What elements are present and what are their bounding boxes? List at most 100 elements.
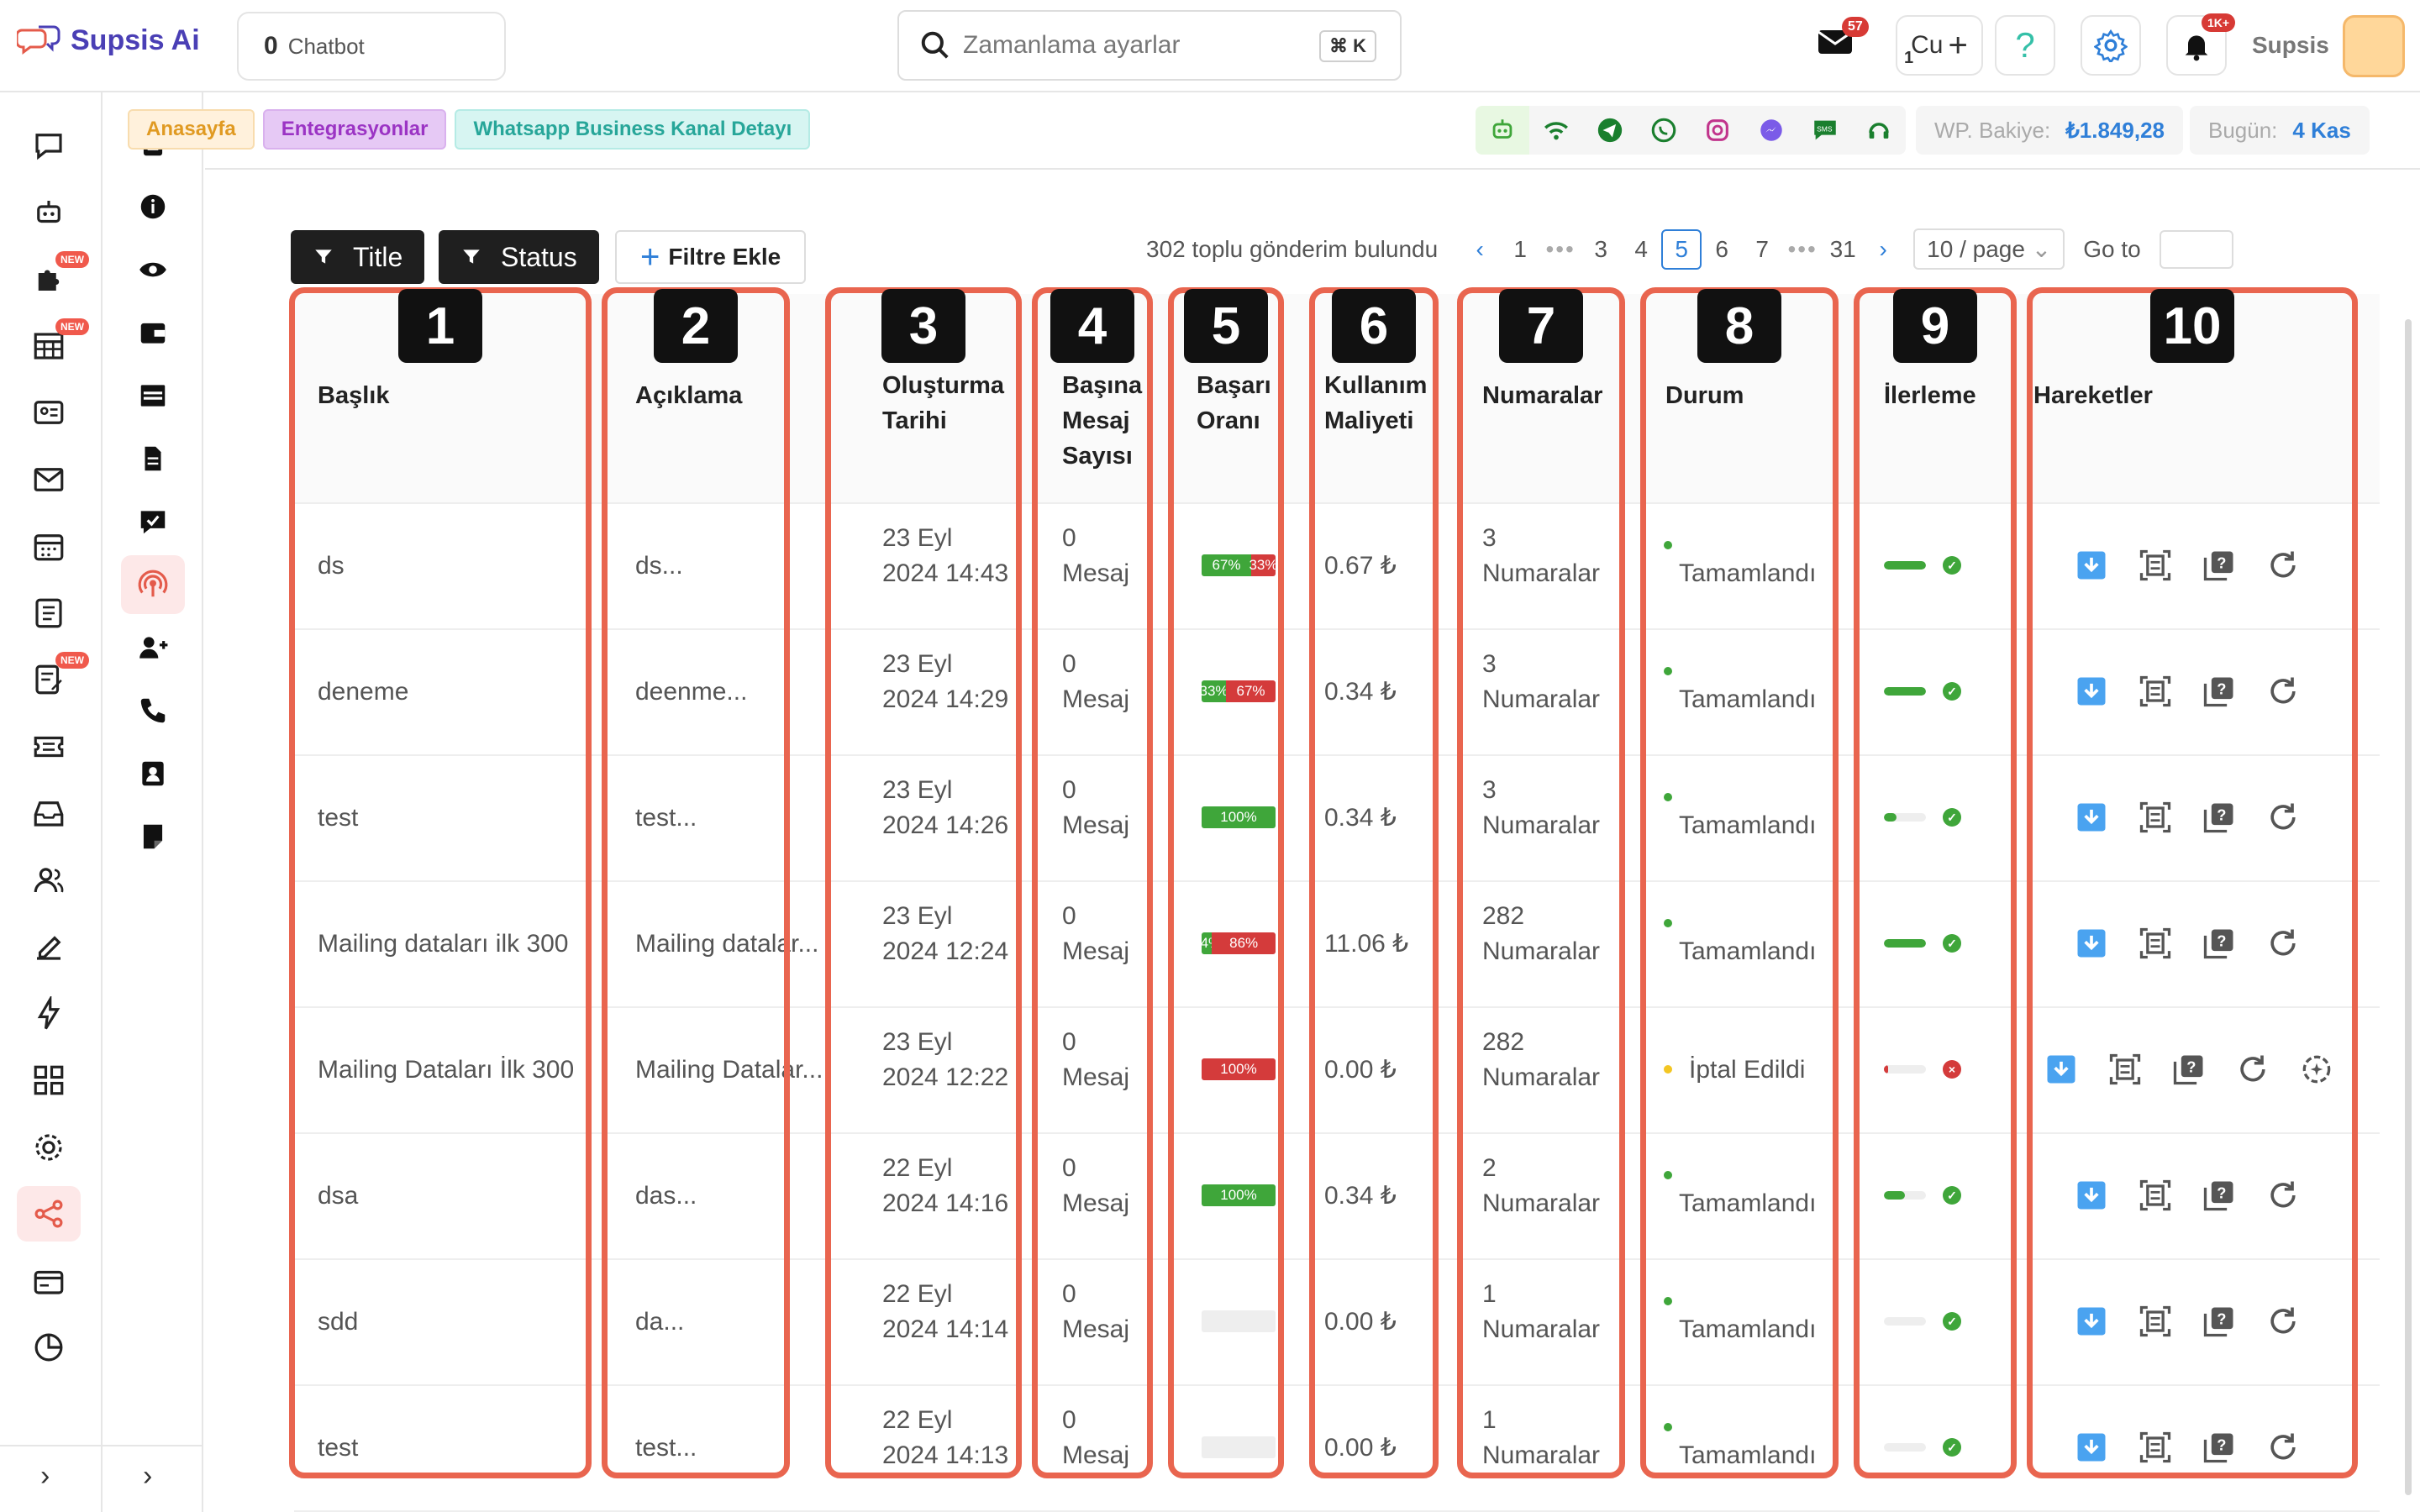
sidebar-item-list[interactable]	[17, 585, 81, 641]
expand-sidebar-chevron-icon[interactable]: ›	[40, 1460, 50, 1492]
sidebar-item-billing[interactable]	[17, 1253, 81, 1309]
retry-button[interactable]	[2297, 1050, 2336, 1089]
subnav-document[interactable]	[121, 429, 185, 488]
subnav-broadcast[interactable]	[121, 555, 185, 614]
resend-button[interactable]	[2264, 1176, 2302, 1215]
help-button[interactable]: ?	[2200, 672, 2238, 711]
channel-support-icon[interactable]	[1852, 106, 1906, 155]
download-button[interactable]	[2072, 1428, 2111, 1467]
page-button[interactable]: 6	[1715, 235, 1728, 262]
prev-page-button[interactable]: ‹	[1476, 235, 1484, 262]
resend-button[interactable]	[2264, 1428, 2302, 1467]
sidebar-item-settings[interactable]	[17, 1120, 81, 1175]
sidebar-item-calendar[interactable]	[17, 518, 81, 574]
add-filter-button[interactable]: + Filtre Ekle	[615, 230, 807, 284]
details-button[interactable]	[2136, 1176, 2175, 1215]
sidebar-item-contact-card[interactable]	[17, 385, 81, 440]
subnav-user-add[interactable]	[121, 618, 185, 677]
sidebar-item-share[interactable]	[17, 1186, 81, 1242]
help-button[interactable]: ?	[1995, 15, 2055, 76]
status-filter-button[interactable]: Status	[439, 230, 599, 284]
page-size-select[interactable]: 10 / page ⌄	[1913, 228, 2065, 270]
page-button[interactable]: 3	[1594, 235, 1607, 262]
vertical-scrollbar[interactable]	[2405, 319, 2412, 1495]
details-button[interactable]	[2136, 1428, 2175, 1467]
details-button[interactable]	[2136, 798, 2175, 837]
channel-wifi-icon[interactable]	[1529, 106, 1583, 155]
brand[interactable]: Supsis Ai	[17, 24, 200, 57]
channel-sms-icon[interactable]: SMS	[1798, 106, 1852, 155]
page-button[interactable]: 4	[1634, 235, 1648, 262]
download-button[interactable]	[2072, 798, 2111, 837]
goto-input[interactable]	[2159, 229, 2233, 269]
subnav-note[interactable]	[121, 807, 185, 866]
subnav-eye[interactable]	[121, 240, 185, 299]
sidebar-item-table[interactable]: NEW	[17, 318, 89, 374]
sidebar-item-mail[interactable]	[17, 452, 81, 507]
search-input[interactable]: Zamanlama ayarlar ⌘ K	[897, 10, 1402, 81]
details-button[interactable]	[2136, 924, 2175, 963]
sidebar-item-users[interactable]	[17, 853, 81, 908]
channel-instagram-icon[interactable]	[1691, 106, 1744, 155]
title-filter-button[interactable]: Title	[291, 230, 425, 284]
breadcrumb-whatsapp-detail[interactable]: Whatsapp Business Kanal Detayı	[455, 109, 811, 150]
channel-telegram-icon[interactable]	[1583, 106, 1637, 155]
help-button[interactable]: ?	[2170, 1050, 2208, 1089]
subnav-wallet[interactable]	[121, 303, 185, 362]
channel-messenger-icon[interactable]	[1744, 106, 1798, 155]
download-button[interactable]	[2042, 1050, 2081, 1089]
notifications-button[interactable]: 1K+	[2166, 13, 2236, 76]
next-page-button[interactable]: ›	[1879, 235, 1887, 262]
help-button[interactable]: ?	[2200, 1428, 2238, 1467]
avatar[interactable]	[2343, 15, 2405, 77]
download-button[interactable]	[2072, 546, 2111, 585]
channel-robot-icon[interactable]	[1476, 106, 1529, 155]
page-ellipsis[interactable]: •••	[1545, 235, 1576, 262]
breadcrumb-home[interactable]: Anasayfa	[128, 109, 255, 150]
details-button[interactable]	[2136, 546, 2175, 585]
resend-button[interactable]	[2233, 1050, 2272, 1089]
download-button[interactable]	[2072, 1302, 2111, 1341]
help-button[interactable]: ?	[2200, 1176, 2238, 1215]
sidebar-item-pie-chart[interactable]	[17, 1320, 81, 1375]
sidebar-item-chat-bubble[interactable]	[17, 118, 81, 173]
sidebar-item-robot[interactable]	[17, 185, 81, 240]
subnav-info[interactable]	[121, 177, 185, 236]
page-button[interactable]: 31	[1829, 235, 1856, 262]
help-button[interactable]: ?	[2200, 546, 2238, 585]
user-switch-button[interactable]: Cu + 1	[1896, 15, 1983, 76]
page-button[interactable]: 1	[1513, 235, 1527, 262]
resend-button[interactable]	[2264, 798, 2302, 837]
help-button[interactable]: ?	[2200, 1302, 2238, 1341]
sidebar-item-form[interactable]: NEW	[17, 652, 89, 707]
resend-button[interactable]	[2264, 672, 2302, 711]
help-button[interactable]: ?	[2200, 798, 2238, 837]
resend-button[interactable]	[2264, 546, 2302, 585]
sidebar-item-ticket[interactable]	[17, 719, 81, 774]
mail-button[interactable]: 57	[1815, 17, 1869, 66]
details-button[interactable]	[2136, 1302, 2175, 1341]
resend-button[interactable]	[2264, 924, 2302, 963]
chatbot-selector[interactable]: 0 Chatbot	[237, 12, 506, 81]
page-ellipsis[interactable]: •••	[1787, 235, 1818, 262]
sidebar-item-puzzle[interactable]: NEW	[17, 251, 89, 307]
channel-whatsapp-icon[interactable]	[1637, 106, 1691, 155]
breadcrumb-integrations[interactable]: Entegrasyonlar	[262, 109, 447, 150]
settings-button[interactable]	[2081, 15, 2141, 76]
download-button[interactable]	[2072, 924, 2111, 963]
subnav-layout[interactable]	[121, 366, 185, 425]
page-button[interactable]: 7	[1755, 235, 1769, 262]
page-button-active[interactable]: 5	[1661, 228, 1702, 270]
expand-subsidebar-chevron-icon[interactable]: ›	[143, 1460, 153, 1492]
sidebar-item-lightning[interactable]	[17, 986, 81, 1042]
subnav-phone[interactable]	[121, 681, 185, 740]
sidebar-item-grid[interactable]	[17, 1053, 81, 1108]
details-button[interactable]	[2106, 1050, 2144, 1089]
download-button[interactable]	[2072, 672, 2111, 711]
subnav-chat-check[interactable]	[121, 492, 185, 551]
download-button[interactable]	[2072, 1176, 2111, 1215]
sidebar-item-inbox[interactable]	[17, 785, 81, 841]
resend-button[interactable]	[2264, 1302, 2302, 1341]
help-button[interactable]: ?	[2200, 924, 2238, 963]
subnav-address-book[interactable]	[121, 744, 185, 803]
